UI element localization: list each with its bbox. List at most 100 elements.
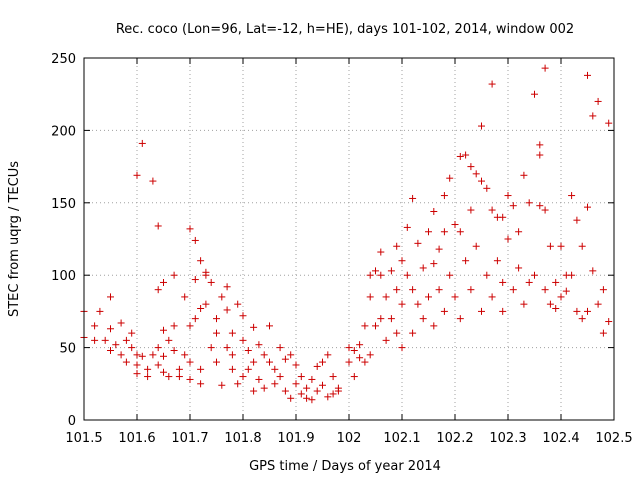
data-point: [536, 141, 544, 149]
data-point: [218, 381, 226, 389]
data-point: [181, 293, 189, 301]
data-point: [228, 329, 236, 337]
data-point: [207, 344, 215, 352]
data-point: [149, 351, 157, 359]
data-point: [292, 380, 300, 388]
data-point: [234, 380, 242, 388]
x-axis-title: GPS time / Days of year 2014: [249, 459, 441, 474]
data-point: [266, 358, 273, 366]
data-point: [218, 293, 226, 301]
data-point: [128, 329, 136, 337]
data-point: [91, 322, 99, 330]
data-point: [133, 171, 141, 179]
data-point: [181, 351, 189, 359]
data-point: [313, 362, 321, 370]
data-point: [605, 119, 613, 127]
data-point: [451, 293, 459, 301]
data-point: [425, 293, 432, 301]
data-point: [107, 293, 114, 301]
data-point: [223, 344, 231, 352]
data-point: [520, 300, 528, 308]
data-point: [387, 267, 395, 275]
data-point: [117, 351, 125, 359]
data-point: [112, 341, 120, 349]
x-tick-labels: 101.5 101.6 101.7 101.8 101.9 102 102.1 102.2 10…: [65, 431, 632, 446]
x-tick-label: 102.4: [542, 431, 579, 446]
data-point: [372, 267, 379, 275]
x-tick-label: 102.5: [595, 431, 632, 446]
data-point: [515, 228, 523, 236]
data-point: [393, 242, 401, 250]
data-point: [398, 344, 406, 352]
x-tick-label: 102.1: [383, 431, 420, 446]
data-point: [281, 355, 289, 363]
data-point: [377, 271, 385, 279]
data-point: [197, 380, 205, 388]
x-tick-label: 101.5: [65, 431, 102, 446]
data-point: [584, 71, 591, 79]
data-point: [509, 286, 517, 294]
data-point: [133, 370, 141, 378]
x-tick-label: 101.8: [224, 431, 261, 446]
data-point: [334, 384, 342, 392]
data-point: [292, 361, 300, 369]
data-point: [361, 322, 369, 330]
data-point: [202, 300, 210, 308]
y-tick-label: 0: [68, 414, 76, 429]
data-point: [568, 192, 576, 200]
data-point: [255, 341, 263, 349]
data-point: [393, 329, 401, 337]
data-point: [266, 322, 273, 330]
data-point: [435, 286, 443, 294]
data-point: [138, 352, 146, 360]
data-point: [456, 315, 464, 323]
data-point: [456, 228, 464, 236]
data-point: [133, 361, 141, 369]
data-point: [584, 307, 591, 315]
data-point: [281, 387, 289, 395]
data-point: [308, 396, 316, 404]
y-axis-title: STEC from uqrg / TECUs: [7, 161, 22, 317]
data-point: [462, 257, 470, 265]
x-tick-label: 102: [337, 431, 362, 446]
data-point: [303, 394, 311, 402]
data-point: [213, 329, 220, 337]
data-point: [488, 293, 496, 301]
data-point: [175, 365, 183, 373]
y-tick-label: 150: [51, 197, 76, 212]
data-point: [462, 151, 470, 159]
data-point: [165, 373, 173, 381]
data-point: [578, 315, 586, 323]
data-point: [228, 351, 236, 359]
data-point: [350, 373, 358, 381]
data-point: [255, 375, 263, 383]
data-point: [223, 283, 231, 291]
data-point: [578, 242, 586, 250]
data-point: [414, 300, 422, 308]
data-point: [425, 228, 432, 236]
data-point: [260, 351, 268, 359]
data-point: [377, 248, 385, 256]
data-point: [356, 341, 364, 349]
data-point: [207, 278, 215, 286]
axis-ticks: [83, 57, 615, 421]
data-point: [287, 351, 295, 359]
data-point: [557, 242, 565, 250]
data-point: [170, 322, 178, 330]
data-point: [366, 351, 374, 359]
data-point: [350, 346, 358, 354]
data-point: [451, 221, 459, 229]
data-point: [170, 346, 178, 354]
x-tick-label: 102.3: [489, 431, 526, 446]
data-point: [409, 329, 417, 337]
data-point: [541, 286, 549, 294]
data-point: [186, 322, 194, 330]
y-tick-label: 200: [51, 124, 76, 139]
data-point: [329, 373, 337, 381]
data-point: [271, 380, 279, 388]
data-point: [483, 271, 491, 279]
data-point: [562, 287, 570, 295]
data-point: [356, 354, 364, 362]
data-point: [414, 239, 422, 247]
data-point: [154, 286, 162, 294]
